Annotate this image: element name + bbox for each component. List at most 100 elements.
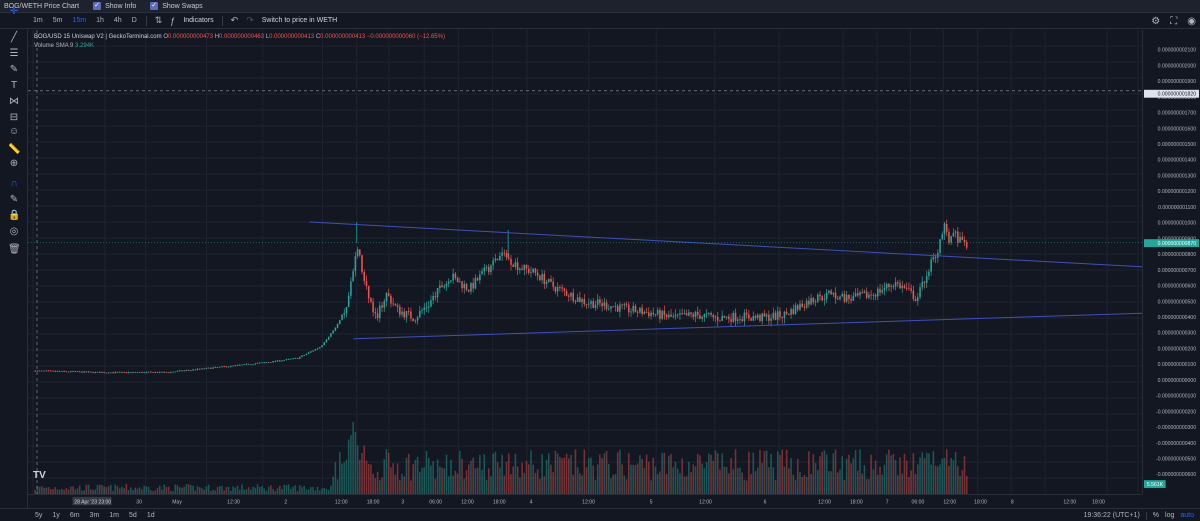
switch-price-button[interactable]: Switch to price in WETH bbox=[261, 17, 338, 24]
price-tick-label: 0.000000000300 bbox=[1158, 331, 1197, 337]
candle-body bbox=[323, 342, 326, 346]
range-1m[interactable]: 1m bbox=[109, 511, 120, 519]
auto-toggle[interactable]: auto bbox=[1180, 512, 1194, 519]
candle-body bbox=[794, 305, 797, 314]
volume-bar bbox=[47, 487, 50, 494]
candle-body bbox=[456, 277, 459, 283]
lock-icon[interactable]: 🔒 bbox=[8, 210, 21, 221]
log-toggle[interactable]: log bbox=[1165, 512, 1175, 519]
range-3m[interactable]: 3m bbox=[89, 511, 100, 519]
fullscreen-icon[interactable]: ⛶ bbox=[1170, 15, 1178, 27]
prediction-icon[interactable]: ⊟ bbox=[9, 112, 19, 123]
candle-body bbox=[694, 311, 697, 317]
volume-bar bbox=[192, 485, 194, 494]
volume-bar bbox=[590, 457, 592, 494]
candle-body bbox=[559, 287, 561, 288]
timeframe-1m[interactable]: 1m bbox=[33, 17, 43, 24]
settings-icon[interactable]: ⚙ bbox=[1151, 15, 1161, 27]
candle-body bbox=[701, 316, 703, 319]
candle-body bbox=[187, 370, 190, 371]
volume-bar bbox=[950, 457, 952, 494]
range-1y[interactable]: 1y bbox=[52, 511, 60, 519]
candle-body bbox=[834, 292, 837, 299]
candle-body bbox=[554, 286, 557, 292]
horizontal-lines-icon[interactable]: ☰ bbox=[9, 48, 19, 59]
visibility-icon[interactable]: ◎ bbox=[9, 226, 19, 237]
volume-bar bbox=[761, 462, 763, 494]
volume-bar bbox=[185, 484, 188, 494]
candle-body bbox=[310, 351, 312, 353]
ruler-icon[interactable]: 📏 bbox=[8, 144, 21, 155]
range-5d[interactable]: 5d bbox=[129, 511, 137, 519]
volume-bar bbox=[543, 476, 546, 494]
volume-bar bbox=[863, 465, 866, 494]
undo-icon[interactable]: ↶ bbox=[230, 15, 239, 25]
candle-body bbox=[379, 305, 381, 318]
volume-bar bbox=[812, 454, 815, 494]
timeframe-1h[interactable]: 1h bbox=[96, 17, 104, 24]
volume-bar bbox=[650, 480, 652, 494]
candle-body bbox=[774, 312, 777, 320]
candle-body bbox=[510, 258, 512, 265]
candle-body bbox=[897, 282, 899, 284]
show-swaps-toggle[interactable]: ✓ Show Swaps bbox=[150, 2, 203, 10]
trash-icon[interactable]: 🗑 bbox=[8, 244, 21, 255]
candle-body bbox=[668, 314, 670, 318]
brush-icon[interactable]: ✎ bbox=[9, 64, 19, 75]
indicators-button[interactable]: Indicators bbox=[183, 17, 214, 24]
timeframe-d[interactable]: D bbox=[131, 17, 137, 24]
candle-body bbox=[848, 294, 850, 299]
price-tick-label: 0.000000000100 bbox=[1158, 362, 1197, 368]
candle-body bbox=[314, 349, 317, 351]
show-info-toggle[interactable]: ✓ Show Info bbox=[93, 2, 136, 10]
timeframe-4h[interactable]: 4h bbox=[113, 17, 122, 24]
candle-body bbox=[352, 271, 354, 282]
candle-body bbox=[708, 313, 710, 314]
percent-toggle[interactable]: % bbox=[1152, 512, 1160, 519]
emoji-icon[interactable]: ☺ bbox=[8, 126, 20, 137]
magnet-icon[interactable]: ∩ bbox=[10, 178, 18, 189]
checkbox-checked-icon[interactable]: ✓ bbox=[150, 2, 159, 10]
volume-bar bbox=[325, 489, 328, 494]
checkbox-checked-icon[interactable]: ✓ bbox=[93, 2, 102, 10]
price-axis[interactable]: 0.000000002100 0.000000002000 0.0000000019… bbox=[1142, 30, 1200, 494]
candle-body bbox=[872, 294, 875, 296]
volume-bar bbox=[381, 477, 383, 494]
volume-bar bbox=[941, 458, 944, 494]
lock-drawing-icon[interactable]: ✎ bbox=[9, 194, 19, 205]
indicators-icon[interactable]: ƒ bbox=[170, 15, 176, 26]
compare-icon[interactable]: ⇅ bbox=[154, 15, 163, 25]
candle-body bbox=[38, 370, 41, 372]
pattern-icon[interactable]: ⋈ bbox=[9, 96, 19, 107]
range-6m[interactable]: 6m bbox=[69, 511, 80, 519]
volume-bar bbox=[601, 458, 603, 494]
redo-icon[interactable]: ↷ bbox=[246, 15, 254, 25]
range-5y[interactable]: 5y bbox=[35, 511, 43, 519]
screenshot-icon[interactable]: ◉ bbox=[1187, 15, 1196, 27]
time-axis[interactable]: 30 May 12:30 2 12:00 18:00 3 06:00 12:00 18:00 4 12… bbox=[28, 494, 1142, 508]
text-icon[interactable]: T bbox=[10, 80, 18, 91]
volume-bar bbox=[107, 486, 110, 494]
volume-bar bbox=[205, 486, 208, 494]
candle-body bbox=[681, 313, 683, 315]
candle-body bbox=[50, 370, 52, 372]
volume-bar bbox=[123, 488, 125, 494]
crosshair-icon[interactable]: ✛ bbox=[9, 6, 19, 17]
volume-bar bbox=[945, 449, 948, 494]
timeframe-15m[interactable]: 15m bbox=[72, 17, 87, 24]
volume-bar bbox=[394, 474, 397, 494]
volume-bar bbox=[301, 487, 303, 494]
price-tick-label: 0.000000000800 bbox=[1158, 252, 1197, 258]
candle-body bbox=[250, 364, 252, 366]
volume-bar bbox=[568, 458, 570, 494]
clock[interactable]: 19:36:22 (UTC+1) bbox=[1083, 512, 1140, 519]
trendline-icon[interactable]: ╱ bbox=[10, 32, 18, 43]
timeframe-5m[interactable]: 5m bbox=[52, 17, 63, 24]
candle-body bbox=[536, 272, 539, 276]
candle-body bbox=[503, 252, 506, 254]
price-chart[interactable] bbox=[28, 30, 1142, 494]
candle-body bbox=[683, 313, 686, 315]
range-1d[interactable]: 1d bbox=[146, 511, 155, 519]
zoom-icon[interactable]: ⊕ bbox=[9, 158, 19, 169]
tradingview-logo-icon[interactable]: TV bbox=[33, 470, 46, 481]
